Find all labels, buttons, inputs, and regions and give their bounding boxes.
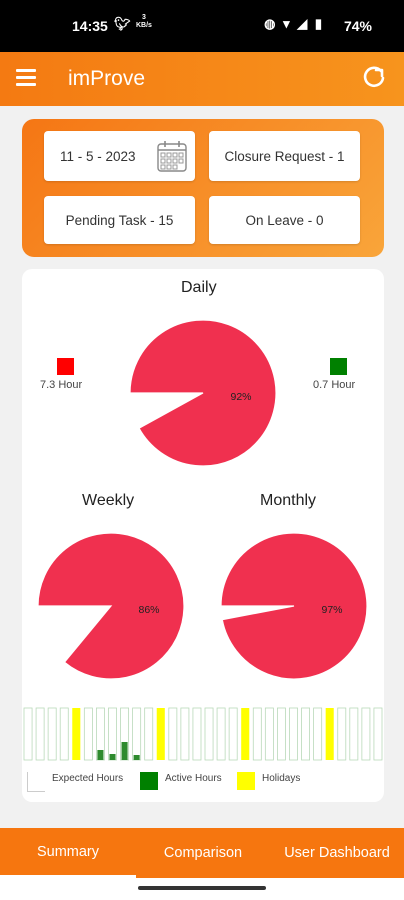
holiday-bar — [241, 708, 250, 760]
date-picker[interactable]: 11 - 5 - 2023 — [44, 131, 195, 181]
data-speed-icon: 3 KB/s — [136, 14, 152, 29]
gesture-bar — [0, 878, 404, 900]
expected-hours-bar — [144, 707, 154, 761]
expected-hours-bar — [313, 707, 323, 761]
legend-holidays: Holidays — [262, 773, 301, 784]
active-hours-bar — [133, 755, 140, 760]
tab-comparison[interactable]: Comparison — [163, 845, 243, 861]
expected-hours-bar — [337, 707, 347, 761]
battery-percent: 74% — [343, 18, 372, 34]
status-bar: 14:35 🐦︎ 3 KB/s ◍ ▾ ◢ ▮ 74% — [0, 0, 404, 52]
summary-card: 11 - 5 - 2023 Closure Request - 1 Pendin… — [22, 119, 384, 257]
expected-hours-bar — [132, 707, 142, 761]
pie-slice-expected — [37, 532, 185, 680]
refresh-icon[interactable] — [362, 66, 386, 90]
bottom-nav: Summary Comparison User Dashboard — [0, 828, 404, 878]
expected-hours-bar — [108, 707, 117, 761]
expected-hours-bar — [35, 707, 45, 761]
tab-summary[interactable]: Summary — [0, 828, 136, 878]
legend-swatch-active-hours — [140, 772, 158, 790]
daily-legend-right-label: 0.7 Hour — [313, 379, 356, 391]
expected-hours-bar — [289, 707, 298, 761]
on-leave-tile[interactable]: On Leave - 0 — [209, 196, 360, 244]
date-value: 11 - 5 - 2023 — [60, 148, 136, 164]
expected-hours-bar — [216, 707, 226, 761]
legend-active-hours: Active Hours — [165, 773, 222, 784]
app-title: imProve — [68, 67, 146, 90]
expected-hours-bar — [83, 707, 93, 761]
active-hours-bar — [97, 750, 104, 760]
active-hours-bar — [121, 742, 128, 760]
status-time: 14:35 — [72, 18, 108, 34]
pending-task-tile[interactable]: Pending Task - 15 — [44, 196, 195, 244]
pie-slice-label: 97% — [321, 604, 342, 616]
legend-expected-hours: Expected Hours — [52, 773, 124, 784]
holiday-bar — [156, 708, 165, 760]
expected-hours-bar — [361, 707, 371, 761]
expected-hours-bar — [252, 707, 262, 761]
legend-swatch-holidays — [237, 772, 255, 790]
expected-hours-bar — [23, 707, 33, 761]
pie-slice-label: 86% — [138, 604, 159, 616]
home-indicator[interactable] — [138, 886, 266, 890]
active-hours-bar — [109, 754, 116, 760]
pie-slice-expected — [129, 319, 277, 467]
expected-hours-bar — [192, 707, 202, 761]
menu-icon[interactable] — [14, 66, 38, 90]
monthly-pie-chart: 3%97% — [220, 532, 368, 680]
expected-hours-bar — [228, 707, 238, 761]
pie-slice-label: 92% — [230, 391, 251, 403]
expected-hours-bar — [59, 707, 69, 761]
holiday-bar — [325, 708, 334, 760]
daily-pie-chart: 8%92% — [129, 319, 277, 467]
expected-hours-bar — [204, 707, 214, 761]
expected-hours-bar — [276, 707, 286, 761]
legend-swatch-active — [330, 358, 347, 375]
weekly-chart-title: Weekly — [82, 492, 135, 509]
expected-hours-bar — [301, 707, 310, 761]
twitter-icon: 🐦︎ — [114, 16, 131, 31]
calendar-icon[interactable] — [157, 140, 187, 175]
closure-request-tile[interactable]: Closure Request - 1 — [209, 131, 360, 181]
legend-swatch-expected — [57, 358, 74, 375]
weekly-pie-chart: 14%86% — [37, 532, 185, 680]
holiday-bar — [72, 708, 81, 760]
expected-hours-bar — [264, 707, 274, 761]
monthly-chart-title: Monthly — [260, 492, 317, 509]
daily-legend-left-label: 7.3 Hour — [40, 379, 83, 391]
pie-slice-expected — [220, 532, 368, 680]
expected-hours-bar — [349, 707, 359, 761]
signal-icons: ◍ ▾ ◢ ▮ — [264, 16, 324, 31]
expected-hours-bar — [168, 707, 178, 761]
expected-hours-bar — [373, 707, 383, 761]
hours-bar-chart — [23, 707, 383, 761]
expected-hours-bar — [180, 707, 190, 761]
app-bar: imProve — [0, 52, 404, 106]
tab-user-dashboard[interactable]: User Dashboard — [284, 845, 390, 861]
expected-hours-bar — [47, 707, 57, 761]
daily-chart-title: Daily — [181, 279, 217, 296]
legend-swatch-expected-hours — [27, 772, 45, 792]
